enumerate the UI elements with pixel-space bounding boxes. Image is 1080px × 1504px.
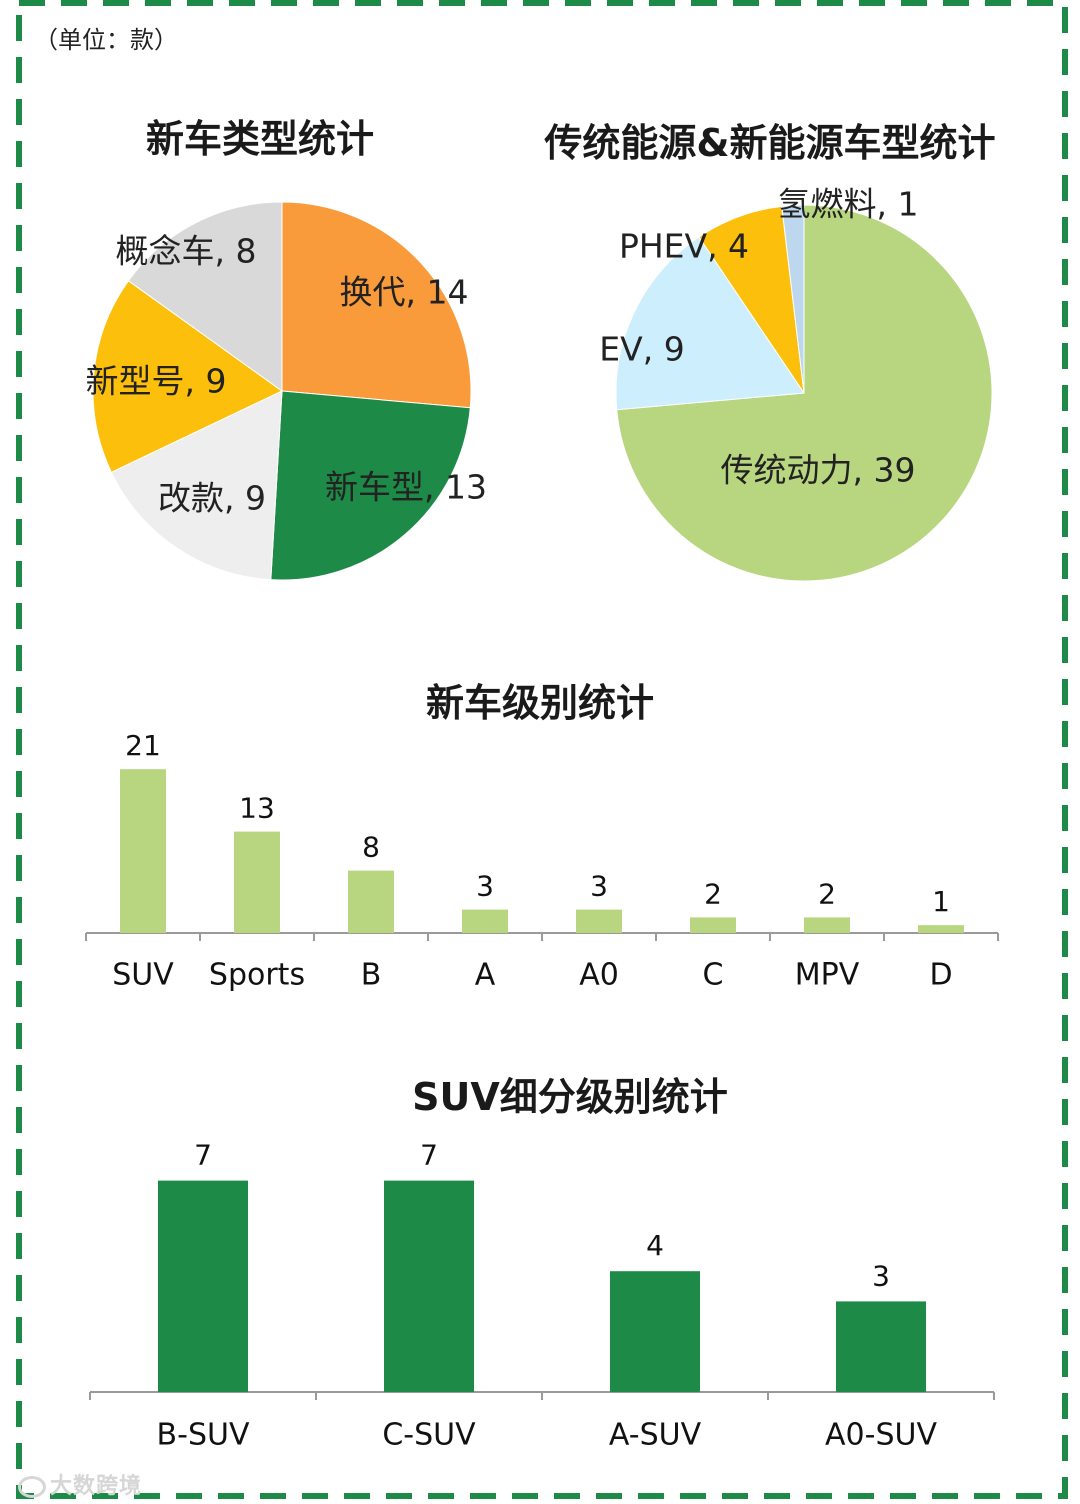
pie2-slice-label: 氢燃料, 1 (778, 185, 919, 224)
bar1-category-label: C (703, 958, 724, 993)
new-car-type-chart-title: 新车类型统计 (145, 117, 374, 161)
bar1-value-label: 1 (932, 885, 950, 918)
pie1-slice (92, 280, 283, 473)
bar2-bar-b-suv (158, 1180, 248, 1392)
bar1-category-label: B (361, 958, 382, 993)
bar2-bar-c-suv (384, 1180, 474, 1392)
pie2-slice (615, 236, 805, 411)
bar1-category-label: A0 (579, 958, 619, 993)
bar2-category-label: C-SUV (382, 1418, 476, 1453)
bar2-value-label: 3 (872, 1259, 890, 1292)
pie1-slice (281, 201, 472, 409)
pie2-slice (781, 204, 805, 394)
bar1-category-label: SUV (112, 958, 174, 993)
bar1-category-label: MPV (795, 958, 860, 993)
bar1-bar-suv (120, 769, 166, 933)
bar2-category-label: B-SUV (157, 1418, 250, 1453)
bar1-value-label: 3 (476, 870, 494, 903)
bar1-bar-b (348, 870, 394, 933)
pie1-slice-label: 改款, 9 (158, 479, 266, 518)
bar2-bar-a-suv (610, 1271, 700, 1392)
bar1-category-label: Sports (209, 958, 305, 993)
watermark-logo-icon (18, 1476, 46, 1498)
pie2-slice-label: EV, 9 (599, 330, 684, 369)
bar2-category-label: A0-SUV (825, 1418, 937, 1453)
pie2-slice-label: PHEV, 4 (619, 227, 749, 266)
bar1-bar-mpv (804, 917, 850, 933)
car-class-chart-title: 新车级别统计 (425, 681, 654, 725)
bar1-value-label: 21 (125, 729, 161, 762)
pie1-slice-label: 新型号, 9 (86, 362, 227, 401)
watermark: 大数跨境 (18, 1468, 142, 1500)
bar2-value-label: 7 (194, 1139, 212, 1172)
bar2-category-label: A-SUV (609, 1418, 702, 1453)
bar1-bar-a0 (576, 909, 622, 933)
bar2-value-label: 4 (646, 1229, 664, 1262)
bar1-bar-sports (234, 831, 280, 933)
pie1-slice (270, 390, 471, 581)
bar1-value-label: 2 (704, 877, 722, 910)
bar1-bar-d (918, 925, 964, 933)
energy-type-chart-title: 传统能源&新能源车型统计 (544, 121, 996, 165)
bar1-value-label: 2 (818, 877, 836, 910)
pie1-slice-label: 概念车, 8 (116, 232, 257, 271)
bar1-value-label: 3 (590, 870, 608, 903)
bar1-category-label: D (929, 958, 952, 993)
bar1-value-label: 8 (362, 831, 380, 864)
suv-class-chart-title: SUV细分级别统计 (412, 1075, 728, 1119)
pie1-slice (110, 390, 283, 581)
bar1-bar-c (690, 917, 736, 933)
pie1-slice-label: 换代, 14 (340, 273, 469, 312)
bar1-bar-a (462, 909, 508, 933)
unit-label: （单位：款） (34, 26, 178, 54)
pie1-slice (127, 201, 283, 392)
bar2-bar-a0-suv (836, 1301, 926, 1392)
bar2-value-label: 7 (420, 1139, 438, 1172)
pie1-slice-label: 新车型, 13 (325, 468, 487, 507)
pie2-slice-label: 传统动力, 39 (721, 451, 916, 490)
bar1-value-label: 13 (239, 792, 275, 825)
watermark-text: 大数跨境 (50, 1474, 143, 1499)
bar1-category-label: A (475, 958, 496, 993)
